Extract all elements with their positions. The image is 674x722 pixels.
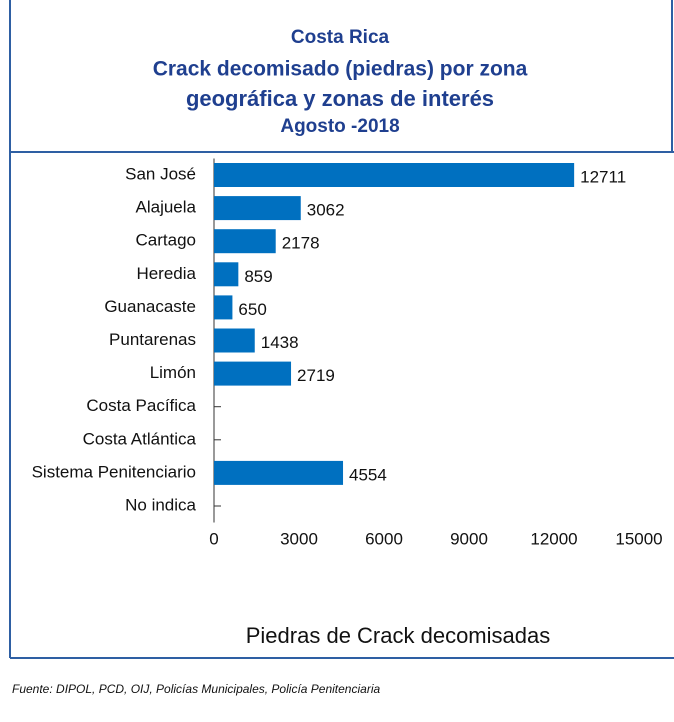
bar [214,229,276,254]
value-label: 4554 [349,465,387,484]
x-tick-label: 15000 [615,529,662,548]
axis-title: Piedras de Crack decomisadas [246,623,550,648]
source-note: Fuente: DIPOL, PCD, OIJ, Policías Munici… [12,682,380,696]
y-tick-label: No indica [125,495,196,514]
value-label: 2178 [282,234,320,253]
bar [214,295,233,320]
y-tick-label: Cartago [136,231,196,250]
x-tick-label: 12000 [530,529,577,548]
chart-title: Agosto -2018 [280,116,399,137]
x-tick-label: 3000 [280,529,318,548]
chart-title: Costa Rica [291,27,390,48]
y-tick-label: Alajuela [136,198,197,217]
bar [214,328,255,353]
bar [214,361,292,386]
value-label: 3062 [307,201,345,220]
value-label: 1438 [261,333,299,352]
value-label: 650 [238,300,266,319]
x-tick-label: 0 [209,529,218,548]
y-tick-label: Costa Atlántica [83,429,197,448]
y-tick-label: Puntarenas [109,330,196,349]
value-label: 2719 [297,366,335,385]
bar [214,460,344,485]
y-tick-label: Costa Pacífica [86,396,196,415]
value-label: 12711 [580,167,626,186]
chart-title: Crack decomisado (piedras) por zona [153,58,528,81]
x-tick-label: 9000 [450,529,488,548]
chart-title: geográfica y zonas de interés [186,86,494,111]
y-tick-label: Sistema Penitenciario [32,462,196,481]
y-tick-label: Heredia [136,264,196,283]
y-tick-label: Guanacaste [104,297,196,316]
y-tick-label: Limón [150,363,196,382]
bar [214,196,301,221]
x-tick-label: 6000 [365,529,403,548]
y-tick-label: San José [125,164,196,183]
value-label: 859 [244,267,272,286]
bar [214,262,239,287]
bar [214,163,575,187]
